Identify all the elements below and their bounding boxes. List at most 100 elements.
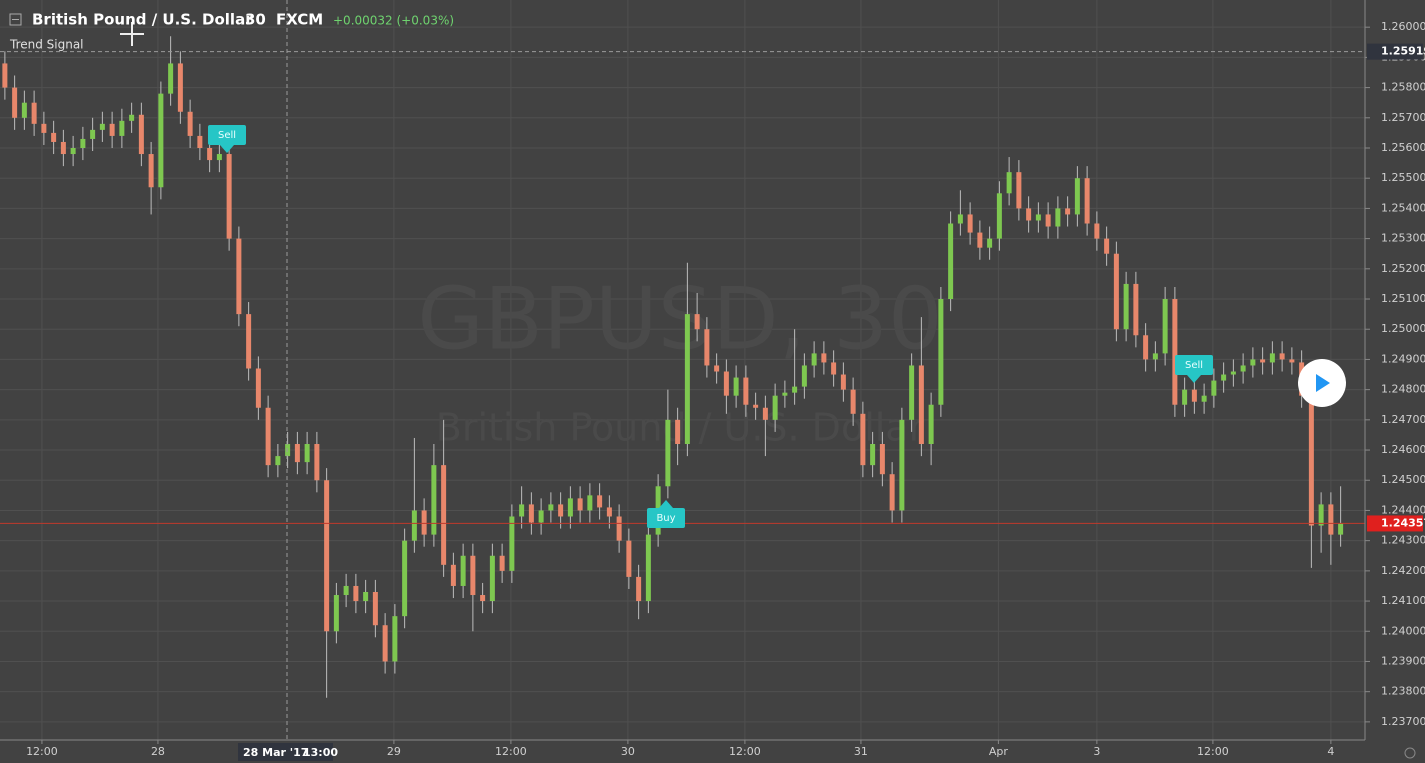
source: FXCM: [276, 11, 323, 29]
candle-body: [1094, 223, 1100, 239]
x-tick-label: 12:00: [1197, 745, 1229, 758]
candle-body: [1230, 371, 1236, 375]
candle-body: [704, 329, 710, 366]
candle-body: [197, 135, 203, 148]
candle-body: [645, 534, 651, 602]
candle-body: [99, 123, 105, 130]
candle-body: [801, 365, 807, 387]
y-tick-label: 1.23900: [1381, 654, 1425, 667]
candle-body: [957, 214, 963, 224]
candle-body: [1201, 395, 1207, 402]
candle-body: [80, 138, 86, 148]
x-tick-label: 4: [1327, 745, 1334, 758]
candle-body: [587, 495, 593, 511]
candle-body: [333, 595, 339, 632]
signal-pointer: [1187, 375, 1201, 383]
y-tick-label: 1.25400: [1381, 201, 1425, 214]
candle-body: [665, 419, 671, 487]
x-tick-label: 29: [387, 745, 401, 758]
candle-body: [626, 540, 632, 577]
cursor-cross: [120, 22, 144, 46]
candle-body: [821, 353, 827, 363]
candle-body: [675, 419, 681, 444]
candle-body: [314, 444, 320, 481]
x-tick-label: 30: [621, 745, 635, 758]
candle-body: [1016, 172, 1022, 209]
signal-box: [1175, 355, 1213, 375]
candle-body: [918, 365, 924, 444]
candle-body: [294, 444, 300, 463]
indicator-name[interactable]: Trend Signal: [9, 38, 84, 52]
candle-body: [811, 353, 817, 366]
candle-body: [158, 93, 164, 188]
candle-body: [1211, 380, 1217, 396]
candle-body: [207, 148, 213, 161]
crosshair-price-label: 1.25919: [1381, 45, 1425, 58]
candle-body: [392, 616, 398, 662]
candle-body: [1084, 178, 1090, 224]
candle-body: [909, 365, 915, 420]
candle-body: [441, 465, 447, 565]
candle-body: [460, 555, 466, 586]
candle-body: [1269, 353, 1275, 363]
interval: 30: [245, 11, 266, 29]
candle-body: [1338, 523, 1344, 535]
signal-label: Sell: [1185, 360, 1203, 371]
candle-body: [782, 392, 788, 396]
crosshair-price-box: [1367, 43, 1423, 60]
candle-body: [1055, 208, 1061, 227]
candle-body: [1182, 389, 1188, 405]
candle-body: [519, 504, 525, 517]
y-tick-label: 1.25700: [1381, 111, 1425, 124]
y-tick-label: 1.26000: [1381, 20, 1425, 33]
symbol-title: British Pound / U.S. Dollar: [32, 11, 253, 29]
candles: [2, 36, 1344, 698]
candle-body: [1113, 253, 1119, 330]
y-tick-label: 1.23800: [1381, 685, 1425, 698]
candle-body: [684, 314, 690, 444]
y-tick-label: 1.24500: [1381, 473, 1425, 486]
candle-body: [606, 507, 612, 517]
candle-body: [753, 404, 759, 408]
candle-body: [168, 63, 174, 94]
candle-body: [31, 102, 37, 124]
settings-icon[interactable]: [1404, 747, 1416, 759]
candle-body: [1172, 299, 1178, 405]
signal-pointer: [220, 145, 234, 153]
candle-body: [285, 444, 291, 457]
y-tick-label: 1.24300: [1381, 534, 1425, 547]
candle-body: [499, 555, 505, 571]
candle-body: [597, 495, 603, 508]
candle-body: [577, 498, 583, 511]
candle-body: [850, 389, 856, 414]
y-tick-label: 1.25600: [1381, 141, 1425, 154]
x-tick-label: 12:00: [26, 745, 58, 758]
signal-box: [647, 508, 685, 528]
candle-body: [411, 510, 417, 541]
y-tick-label: 1.24700: [1381, 413, 1425, 426]
x-tick-label: Apr: [989, 745, 1009, 758]
candle-body: [987, 238, 993, 248]
candle-body: [977, 232, 983, 248]
candle-body: [636, 576, 642, 602]
collapse-icon[interactable]: [9, 13, 22, 26]
y-tick-label: 1.25800: [1381, 81, 1425, 94]
candle-body: [246, 314, 252, 369]
candle-body: [60, 141, 66, 155]
candle-body: [21, 102, 27, 118]
candle-body: [382, 625, 388, 662]
signal-marker: Buy: [647, 500, 685, 528]
candle-body: [1328, 504, 1334, 535]
candle-body: [41, 123, 47, 133]
candle-body: [1260, 359, 1266, 363]
candle-body: [51, 132, 57, 142]
candle-body: [402, 540, 408, 617]
candle-body: [265, 407, 271, 466]
last-price-label: 1.24357: [1381, 516, 1425, 529]
candle-body: [372, 592, 378, 626]
y-tick-label: 1.25200: [1381, 262, 1425, 275]
candle-body: [129, 114, 135, 121]
y-tick-label: 1.24000: [1381, 624, 1425, 637]
candle-body: [1045, 214, 1051, 227]
signal-label: Sell: [218, 130, 236, 141]
